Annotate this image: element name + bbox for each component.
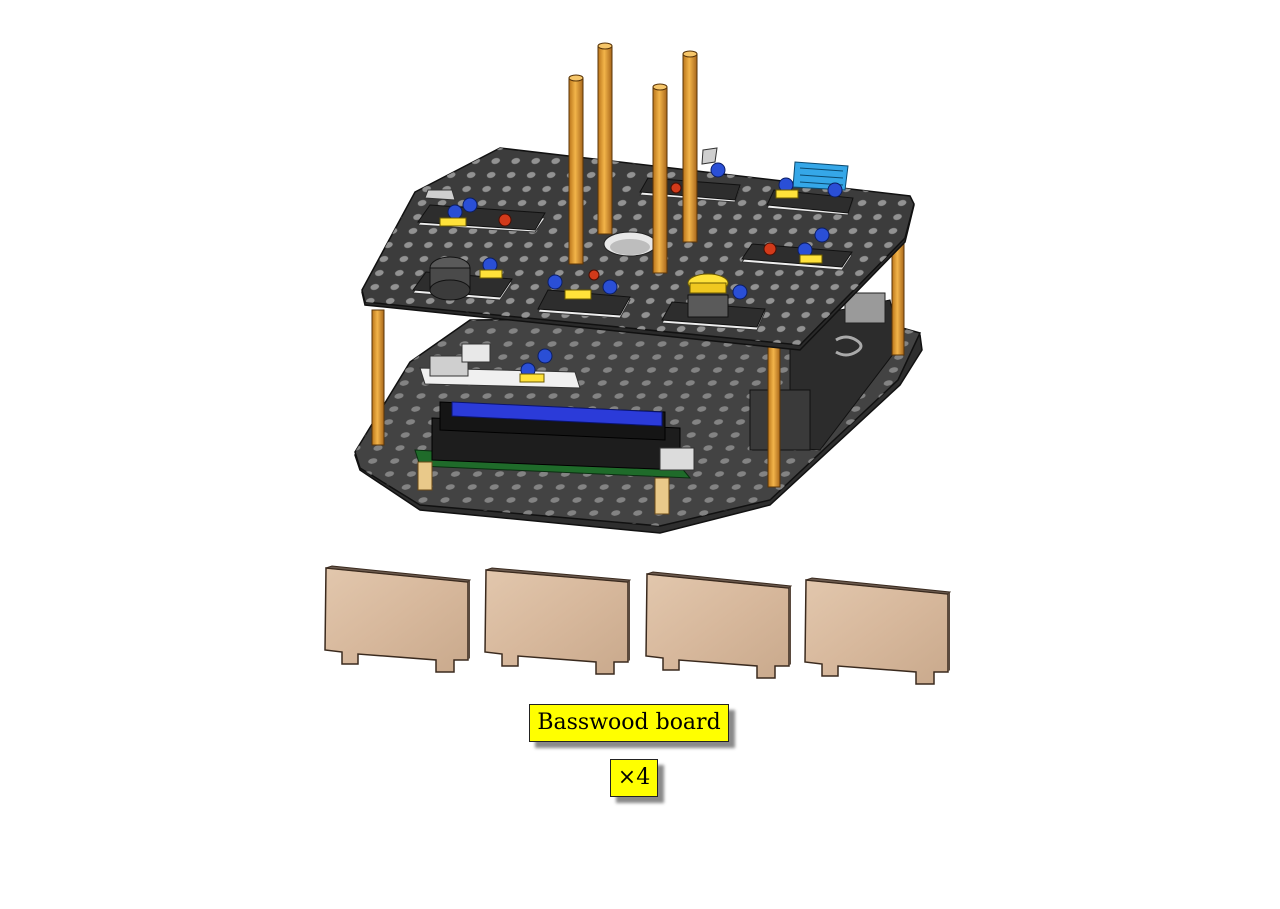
basswood-boards: [324, 565, 952, 685]
basswood-board-2: [484, 567, 632, 675]
lcd-display-module: [414, 401, 695, 515]
battery-holder: [749, 292, 901, 451]
basswood-board-1: [324, 565, 472, 673]
top-plate-modules: [412, 147, 854, 331]
basswood-board-4: [804, 577, 952, 685]
lower-standoffs: [371, 224, 905, 488]
basswood-board-3: [645, 571, 793, 679]
quantity-label: ×4: [610, 759, 658, 797]
part-name-label: Basswood board: [529, 704, 729, 742]
robot-chassis-assembly: [354, 42, 923, 534]
bottom-sensor-module: [419, 343, 581, 389]
upper-standoffs: [568, 42, 698, 274]
